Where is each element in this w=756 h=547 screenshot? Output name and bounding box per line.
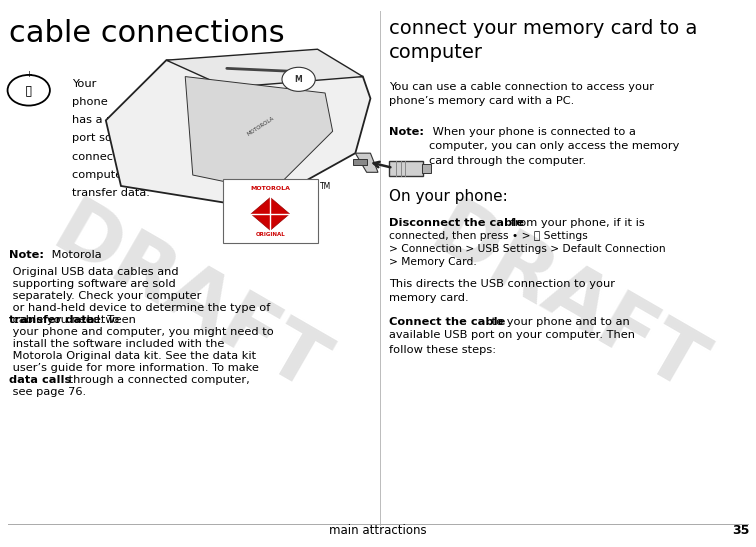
Circle shape	[282, 67, 315, 91]
Text: MOTOROLA: MOTOROLA	[250, 186, 290, 191]
Text: ORIGINAL: ORIGINAL	[256, 232, 285, 237]
Text: Motorola: Motorola	[48, 250, 102, 260]
Text: You can use a cable connection to access your
phone’s memory card with a PC.: You can use a cable connection to access…	[389, 82, 655, 107]
Text: M: M	[295, 75, 302, 84]
Text: available USB port on your computer. Then
follow these steps:: available USB port on your computer. The…	[389, 330, 635, 355]
Text: Your: Your	[72, 79, 96, 89]
Text: main attractions: main attractions	[329, 524, 427, 537]
Text: +: +	[25, 71, 33, 79]
Text: transfer data: transfer data	[9, 315, 94, 325]
Text: between: between	[83, 315, 136, 325]
Polygon shape	[106, 60, 370, 208]
Text: cable connections: cable connections	[9, 19, 285, 48]
Text: DRAFT: DRAFT	[417, 192, 717, 410]
Polygon shape	[185, 77, 333, 191]
Text: computer to: computer to	[72, 170, 142, 179]
Text: supporting software are sold: supporting software are sold	[9, 279, 176, 289]
Polygon shape	[251, 197, 290, 230]
Text: your phone and computer, you might need to: your phone and computer, you might need …	[9, 327, 274, 337]
Text: transfer data.: transfer data.	[72, 188, 150, 197]
Text: see page 76.: see page 76.	[9, 387, 86, 397]
Text: Motorola Original data kit. See the data kit: Motorola Original data kit. See the data…	[9, 351, 256, 361]
Text: When your phone is connected to a
computer, you can only access the memory
card : When your phone is connected to a comput…	[429, 127, 679, 166]
Text: connected, then press • > ⎙ Settings: connected, then press • > ⎙ Settings	[389, 231, 588, 241]
Text: 35: 35	[733, 524, 750, 537]
Text: DRAFT: DRAFT	[39, 192, 339, 410]
Text: data calls: data calls	[9, 375, 71, 385]
Text: separately. Check your computer: separately. Check your computer	[9, 291, 201, 301]
Text: from your phone, if it is: from your phone, if it is	[507, 218, 644, 228]
Text: cable you need. To: cable you need. To	[9, 315, 123, 325]
Text: Connect the cable: Connect the cable	[389, 317, 506, 327]
Bar	[389, 161, 423, 176]
Text: Original USB data cables and: Original USB data cables and	[9, 267, 178, 277]
Text: or hand-held device to determine the type of: or hand-held device to determine the typ…	[9, 303, 271, 313]
Text: user’s guide for more information. To make: user’s guide for more information. To ma…	[9, 363, 259, 373]
Text: through a connected computer,: through a connected computer,	[65, 375, 249, 385]
Text: to your phone and to an: to your phone and to an	[488, 317, 629, 327]
Text: port so you can: port so you can	[72, 133, 160, 143]
Polygon shape	[355, 153, 378, 172]
Bar	[422, 164, 431, 173]
Text: install the software included with the: install the software included with the	[9, 339, 225, 349]
Text: > Connection > USB Settings > Default Connection: > Connection > USB Settings > Default Co…	[389, 244, 666, 254]
Text: > Memory Card.: > Memory Card.	[389, 257, 477, 267]
Text: Note:: Note:	[9, 250, 44, 260]
Text: Note:: Note:	[389, 127, 424, 137]
Text: Disconnect the cable: Disconnect the cable	[389, 218, 525, 228]
Text: connect it to a: connect it to a	[72, 152, 154, 161]
FancyBboxPatch shape	[223, 179, 318, 243]
Text: TM: TM	[320, 182, 331, 190]
Text: connect your memory card to a
computer: connect your memory card to a computer	[389, 19, 698, 62]
Bar	[353, 159, 367, 165]
Text: has a mini-USB: has a mini-USB	[72, 115, 158, 125]
Text: This directs the USB connection to your
memory card.: This directs the USB connection to your …	[389, 279, 615, 304]
Text: MOTOROLA: MOTOROLA	[246, 115, 275, 136]
Polygon shape	[166, 49, 363, 88]
Text: phone: phone	[72, 97, 107, 107]
Text: On your phone:: On your phone:	[389, 189, 508, 203]
Text: ▯: ▯	[25, 83, 33, 97]
